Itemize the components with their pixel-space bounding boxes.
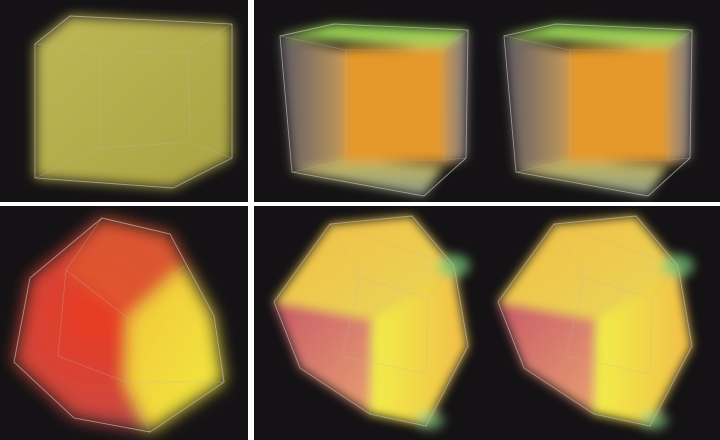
cube-volume xyxy=(35,16,232,188)
cube-right-of-pair xyxy=(503,23,693,197)
corner-cube-right-of-pair xyxy=(497,215,694,430)
corner-cube-left-of-pair xyxy=(273,215,470,430)
panel-bottom-right xyxy=(254,206,720,440)
panel-top-right xyxy=(254,0,720,202)
cube-render-top-left xyxy=(34,15,233,189)
cube-outline xyxy=(13,217,225,433)
panel-top-left xyxy=(0,0,248,202)
cube-outline xyxy=(34,15,233,189)
cube-inner-edges xyxy=(57,269,129,383)
panel-bottom-left xyxy=(0,206,248,440)
cube-back-face xyxy=(99,51,191,149)
cube-render-bottom-right xyxy=(273,215,694,430)
cube-render-top-right xyxy=(279,23,693,197)
cube-left-of-pair xyxy=(279,23,469,197)
cube-render-bottom-left xyxy=(13,217,225,433)
